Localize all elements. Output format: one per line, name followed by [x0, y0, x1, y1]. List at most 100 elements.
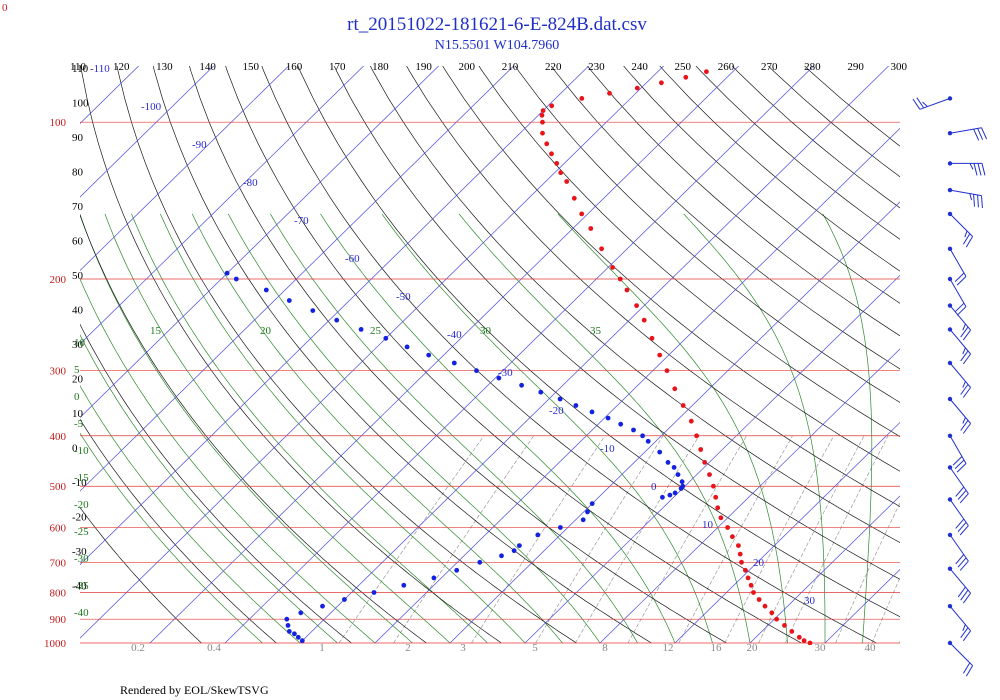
dry-adiabat-label-100: 100 — [72, 98, 89, 110]
mixing-ratio-label-3: 3 — [460, 642, 466, 654]
wind-barb-feather-1-2 — [973, 128, 980, 141]
wind-barb-feather-13-0 — [959, 525, 969, 536]
moist-adiabat--40 — [80, 385, 301, 644]
top-temp-label-190: 190 — [415, 61, 432, 73]
top-temp-label-230: 230 — [588, 61, 605, 73]
dry-adiabat-400 — [587, 66, 900, 337]
top-temp-label-110: 110 — [70, 61, 87, 73]
temperature-point-3 — [789, 629, 795, 634]
wind-barb-feather-9-2 — [962, 381, 966, 388]
dewpoint-point-21 — [589, 501, 595, 506]
isotherm--40 — [299, 66, 890, 644]
wind-barb-feather-10-1 — [960, 420, 969, 431]
moist-adiabat-35 — [822, 213, 873, 644]
wind-barb-staff-8 — [949, 329, 971, 355]
dry-adiabat-220 — [80, 506, 202, 644]
dry-adiabats — [80, 66, 900, 644]
wind-barb-feather-14-1 — [957, 557, 967, 568]
isotherm--140 — [80, 66, 140, 124]
wind-barb-feather-14-0 — [959, 560, 969, 571]
moist-adiabat-label--15: -15 — [74, 472, 89, 484]
wind-barb-feather-13-2 — [955, 518, 965, 529]
isotherm-label--30: -30 — [498, 367, 513, 379]
wind-barbs — [912, 96, 988, 677]
dry-adiabat-label-50: 50 — [72, 270, 84, 282]
dewpoint-point-23 — [667, 492, 673, 498]
temperature-point-35 — [617, 276, 623, 282]
temperature-point-13 — [739, 559, 744, 565]
temperature-point-43 — [554, 161, 560, 166]
mixing-ratio-label-12: 12 — [663, 642, 674, 654]
temperature-point-2 — [796, 634, 802, 640]
wind-barb-staff-14 — [949, 534, 969, 562]
temperature-point-48 — [539, 112, 545, 118]
wind-barb-feather-4-0 — [965, 236, 974, 248]
temperature-point-36 — [610, 265, 615, 270]
wind-barb-feather-17-0 — [965, 665, 974, 677]
temperature-point-17 — [725, 525, 730, 530]
wind-barb-staff-4 — [949, 213, 973, 237]
isotherm--120 — [80, 66, 290, 271]
temperature-point-4 — [782, 623, 787, 628]
temperature-trace — [539, 69, 813, 645]
temperature-point-15 — [736, 543, 741, 548]
isotherm-10 — [674, 421, 900, 644]
moist-adiabat-label--30: -30 — [74, 553, 89, 565]
wind-barb-feather-16-0 — [962, 630, 972, 642]
mixing-ratio-label-8: 8 — [602, 642, 608, 654]
isotherm-label--100: -100 — [141, 101, 162, 113]
dewpoint-point-40 — [538, 389, 544, 395]
mixing-ratio-3 — [575, 435, 700, 644]
mixing-ratio-20 — [785, 435, 889, 644]
isotherm-label--90: -90 — [192, 139, 207, 151]
temperature-point-44 — [549, 151, 554, 157]
top-temp-label-170: 170 — [329, 61, 346, 73]
moist-adiabat-label-5: 5 — [74, 364, 80, 376]
moist-adiabat-label--40: -40 — [74, 607, 89, 619]
dry-adiabat-270 — [116, 66, 577, 644]
dewpoint-point-47 — [383, 335, 389, 341]
dewpoint-point-4 — [285, 623, 291, 628]
dewpoint-point-33 — [640, 433, 645, 439]
temperature-point-16 — [730, 534, 735, 540]
dewpoint-point-39 — [557, 396, 563, 402]
wind-barb-feather-2-0 — [981, 163, 986, 176]
moist-adiabat--5 — [191, 213, 563, 644]
top-temp-label-130: 130 — [156, 61, 173, 73]
wind-barb-feather-9-1 — [960, 384, 969, 395]
dewpoint-point-46 — [404, 344, 410, 350]
moist-adiabat-15 — [381, 213, 713, 644]
dewpoint-point-7 — [320, 603, 325, 609]
dry-adiabat-240 — [80, 323, 352, 644]
temperature-point-31 — [649, 335, 655, 341]
dry-adiabat-350 — [406, 66, 900, 507]
wind-barb-staff-9 — [949, 362, 971, 388]
wind-barb-staff-0 — [919, 97, 951, 110]
isotherm-label-20: 20 — [753, 557, 765, 569]
top-temp-label-270: 270 — [761, 61, 778, 73]
temperature-point-7 — [762, 603, 768, 609]
top-temp-label-150: 150 — [243, 61, 260, 73]
dewpoint-point-45 — [426, 352, 432, 358]
temperature-point-40 — [571, 195, 577, 201]
dewpoint-point-9 — [371, 590, 377, 595]
moist-adiabat-5 — [270, 213, 638, 644]
wind-barb-feather-6-1 — [954, 302, 965, 313]
wind-barb-feather-0-2 — [922, 101, 928, 107]
dewpoint-point-3 — [286, 629, 292, 634]
moist-adiabat-30 — [683, 213, 826, 643]
top-temp-label-200: 200 — [459, 61, 476, 73]
dewpoint-trace — [224, 270, 686, 644]
wind-barb-feather-0-0 — [912, 98, 921, 110]
dewpoint-point-14 — [499, 553, 504, 559]
dewpoint-point-26 — [680, 483, 686, 489]
wind-barb-feather-15-0 — [962, 592, 972, 604]
dewpoint-point-12 — [454, 567, 460, 573]
dewpoint-point-34 — [631, 427, 636, 433]
wind-barb-staff-12 — [949, 467, 969, 494]
top-temp-label-180: 180 — [372, 61, 389, 73]
dewpoint-point-0 — [299, 638, 305, 644]
temperature-point-52 — [607, 90, 612, 96]
mixing-ratio-label-16: 16 — [711, 642, 723, 654]
moist-adiabat-10 — [320, 213, 676, 644]
